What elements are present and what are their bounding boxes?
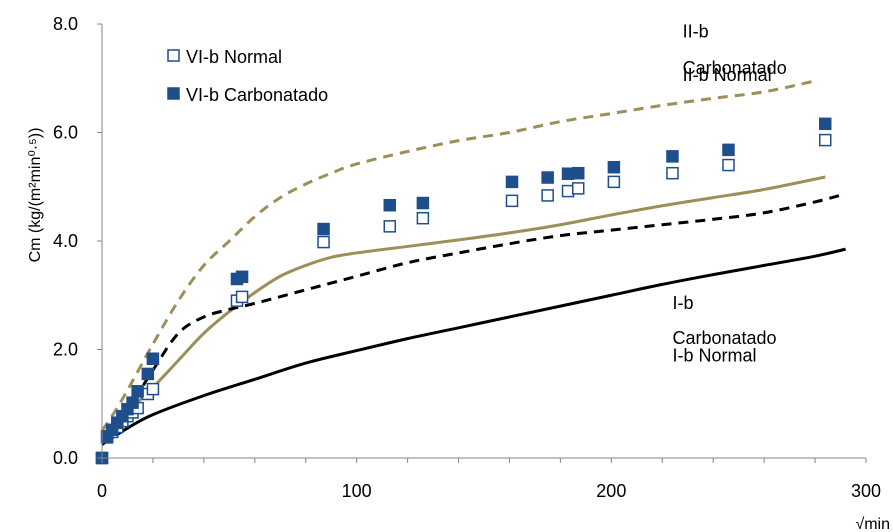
data-point-vi-b-carbonatado: [317, 222, 330, 236]
y-tick-label: 4.0: [53, 231, 78, 251]
data-point-vi-b-normal: [819, 133, 832, 147]
legend-marker-filled-square: [167, 87, 180, 100]
legend-label-vi-b-carbonatado: VI-b Carbonatado: [186, 85, 328, 105]
data-point-vi-b-normal: [722, 158, 735, 172]
y-tick-label: 0.0: [53, 448, 78, 468]
axes: 0 100 200 300 0.0 2.0 4.0 6.0 8.0: [53, 14, 881, 501]
curve-label: I-b: [672, 293, 693, 313]
series-line-ii-b-normal: [100, 175, 826, 438]
data-point-vi-b-carbonatado: [819, 117, 832, 131]
curve-label: I-b Normal: [672, 345, 756, 365]
plot-lines: [100, 79, 847, 446]
legend: VI-b Normal VI-b Carbonatado: [167, 47, 328, 105]
data-point-vi-b-normal: [571, 182, 585, 195]
data-point-vi-b-normal: [146, 382, 160, 396]
data-point-vi-b-carbonatado: [571, 166, 585, 180]
data-point-vi-b-carbonatado: [561, 167, 575, 180]
data-point-vi-b-carbonatado: [722, 143, 735, 157]
data-point-vi-b-normal: [666, 166, 679, 180]
data-point-vi-b-normal: [505, 194, 519, 208]
curve-label: II-b Normal: [683, 65, 772, 85]
data-point-vi-b-carbonatado: [541, 171, 554, 184]
data-point-vi-b-normal: [235, 290, 249, 304]
data-point-vi-b-carbonatado: [141, 367, 155, 381]
data-point-vi-b-normal: [317, 235, 330, 249]
x-ticks: 0 100 200 300: [97, 458, 881, 501]
series-line-ii-b-carbonatado: [100, 79, 816, 432]
y-tick-label: 6.0: [53, 123, 78, 143]
data-point-vi-b-normal: [416, 211, 430, 225]
series-line-i-b-carbonatado: [100, 192, 847, 441]
data-point-vi-b-carbonatado: [666, 150, 679, 163]
data-point-vi-b-carbonatado: [416, 196, 430, 210]
legend-marker-open-square: [167, 49, 180, 62]
y-tick-label: 2.0: [53, 340, 78, 360]
data-point-vi-b-carbonatado: [146, 352, 160, 365]
data-point-vi-b-normal: [541, 189, 554, 202]
y-tick-label: 8.0: [53, 14, 78, 34]
plot-markers: [95, 117, 832, 465]
data-point-vi-b-normal: [383, 220, 397, 233]
x-tick-label: 200: [596, 481, 626, 501]
x-tick-label: 100: [342, 481, 372, 501]
series-line-i-b-normal: [101, 247, 846, 446]
y-axis-title: Cm (kg/(m²min⁰·⁵)): [27, 128, 44, 263]
y-ticks: 0.0 2.0 4.0 6.0 8.0: [53, 14, 102, 468]
data-point-vi-b-carbonatado: [126, 396, 139, 409]
x-tick-label: 0: [97, 481, 107, 501]
data-point-vi-b-carbonatado: [131, 385, 144, 398]
curve-label: Carbonatado: [683, 58, 787, 78]
data-point-vi-b-normal: [561, 184, 575, 198]
data-point-vi-b-carbonatado: [383, 198, 397, 212]
curve-label: Carbonatado: [672, 328, 776, 348]
data-point-vi-b-carbonatado: [505, 175, 519, 189]
x-tick-label: 300: [851, 481, 881, 501]
legend-label-vi-b-normal: VI-b Normal: [186, 47, 282, 67]
data-point-vi-b-carbonatado: [607, 160, 621, 174]
data-point-vi-b-carbonatado: [235, 270, 249, 284]
curve-label: II-b: [683, 22, 709, 42]
data-point-vi-b-normal: [607, 175, 621, 189]
x-axis-title: √min: [855, 516, 890, 532]
